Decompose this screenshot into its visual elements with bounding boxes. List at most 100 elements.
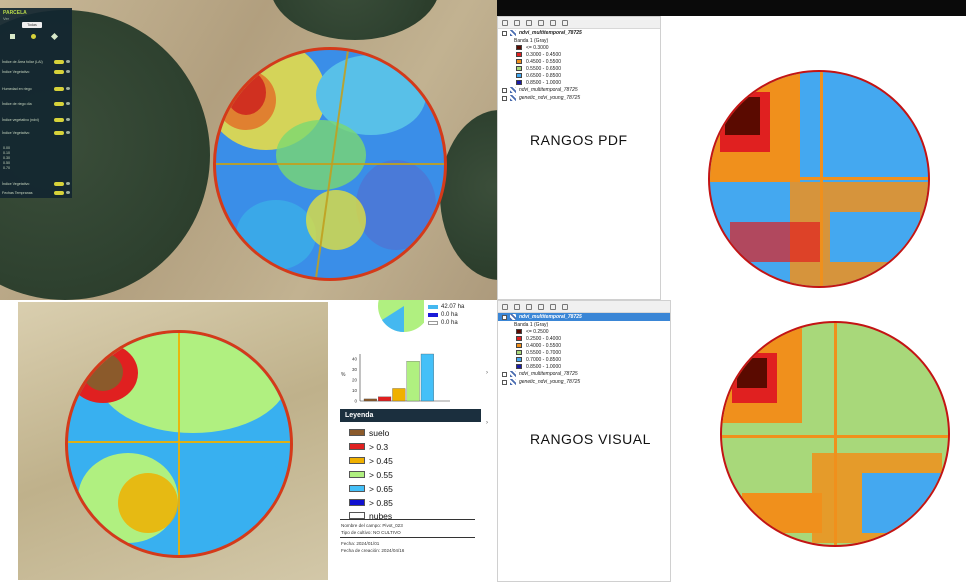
legend-label: > 0.45 [369,455,393,466]
row-label: Índice de Área foliar (LAI) [2,60,43,64]
swatch [349,429,365,436]
eye-icon[interactable] [514,19,520,26]
eye-icon[interactable] [66,87,70,90]
layer-checkbox[interactable] [502,379,507,385]
legend-item: > 0.85 [349,498,393,508]
bar-1 [378,396,392,402]
filter-icon[interactable] [526,19,532,26]
raster-blob [730,222,820,262]
circle-icon[interactable] [31,34,36,39]
value: 0.30 [3,156,10,160]
qgis-layers-panel-top[interactable]: ndvi_multitemporal_78725 Banda 1 (Gray) … [497,16,661,300]
toggle[interactable] [54,60,64,64]
layer-checkbox[interactable] [502,30,507,36]
band-label: Banda 1 (Gray) [514,321,549,328]
class-label: 0.7000 - 0.8500 [526,356,562,363]
legend-class: <= 0.2500 [498,328,670,335]
report-panel [333,302,483,580]
class-label: 0.2500 - 0.4000 [526,335,562,342]
eye-icon[interactable] [66,102,70,105]
eye-icon[interactable] [66,60,70,63]
raster-line [834,323,837,545]
layer-checkbox[interactable] [502,87,507,93]
open-icon[interactable] [502,19,508,26]
satellite-map-bottom[interactable] [18,302,328,580]
layer-item[interactable]: ndvi_multitemporal_78725 [498,86,660,94]
swatch [516,357,522,362]
row-label: Índice Vegetativo [2,70,30,74]
swatch [349,499,365,506]
bar-2 [392,388,406,402]
sidebar-row[interactable]: Índice vegetativo (ndvi) [2,116,70,124]
band-label: Banda 1 (Gray) [514,37,549,44]
legend-class: 0.8500 - 1.0000 [498,79,660,86]
layer-item-selected[interactable]: ndvi_multitemporal_78725 [498,313,670,321]
raster-line [710,177,928,180]
remove-icon[interactable] [562,19,568,26]
row-label: Índice vegetativo (ndvi) [2,118,39,122]
eye-icon[interactable] [66,118,70,121]
layer-sidebar[interactable]: PARCELA Ver Todas Índice de Área foliar … [0,8,72,198]
collapse-icon[interactable] [550,303,556,310]
tag-icon[interactable] [50,32,59,41]
sidebar-row[interactable]: Índice Vegetativo [2,68,70,76]
toggle[interactable] [54,102,64,106]
sidebar-row[interactable]: Índice Vegetativo [2,129,70,137]
eye-icon[interactable] [514,303,520,310]
legend-class: 0.2500 - 0.4000 [498,335,670,342]
sidebar-row[interactable]: Humedad en riego [2,85,70,93]
layer-item[interactable]: genetic_ndvi_young_78725 [498,94,660,102]
layer-checkbox[interactable] [502,95,507,101]
y-tick-label: 40 [352,357,358,362]
toggle[interactable] [54,182,64,186]
filter-icon[interactable] [526,303,532,310]
collapse-icon[interactable] [550,19,556,26]
toggle[interactable] [54,118,64,122]
swatch [516,336,522,341]
sidebar-row[interactable]: Índice Vegetativo [2,180,70,188]
eye-icon[interactable] [66,70,70,73]
layer-checkbox[interactable] [502,371,507,377]
sidebar-row[interactable]: Fechas Tempranas [2,189,70,197]
scroll-arrow-icon[interactable]: › [486,420,488,426]
expand-icon[interactable] [538,19,544,26]
layer-name: ndvi_multitemporal_78725 [519,371,578,377]
layer-item[interactable]: genetic_ndvi_young_78725 [498,378,670,386]
layer-checkbox[interactable] [502,314,507,320]
layer-item-active[interactable]: ndvi_multitemporal_78725 [498,29,660,37]
area-pie-chart [378,300,424,333]
class-label: 0.8500 - 1.0000 [526,79,562,86]
legend-item: > 0.55 [349,469,393,480]
toggle[interactable] [54,191,64,195]
toggle[interactable] [54,131,64,135]
toggle[interactable] [54,70,64,74]
eye-icon[interactable] [66,131,70,134]
square-icon[interactable] [10,34,15,39]
toggle[interactable] [54,87,64,91]
ndvi-pivot-circle[interactable] [213,47,447,281]
swatch [428,321,438,325]
scroll-arrow-icon[interactable]: › [486,370,488,376]
satellite-map-top[interactable] [0,0,497,300]
legend-item: > 0.45 [349,455,393,466]
rangos-visual-label: RANGOS VISUAL [530,431,651,447]
layer-item[interactable]: ndvi_multitemporal_78725 [498,370,670,378]
sidebar-row[interactable]: Índice de Área foliar (LAI) [2,58,70,66]
ndvi-pivot-circle[interactable] [65,330,293,558]
layer-name: ndvi_multitemporal_78725 [519,87,578,93]
expand-icon[interactable] [538,303,544,310]
open-icon[interactable] [502,303,508,310]
legend-label: > 0.55 [369,469,393,480]
qgis-layers-panel-bottom[interactable]: ndvi_multitemporal_78725 Banda 1 (Gray) … [497,300,671,582]
divider [340,519,475,520]
raster-pdf-circle[interactable] [708,70,930,288]
eye-icon[interactable] [66,191,70,194]
remove-icon[interactable] [562,303,568,310]
all-button[interactable]: Todas [22,22,42,28]
sidebar-row[interactable]: Índice de riego día [2,100,70,108]
row-label: Índice Vegetativo [2,182,30,186]
creation-date: Fecha de creación: 2024/04/16 [341,548,405,553]
eye-icon[interactable] [66,182,70,185]
raster-visual-circle[interactable] [720,321,950,547]
rangos-pdf-label: RANGOS PDF [530,132,628,148]
